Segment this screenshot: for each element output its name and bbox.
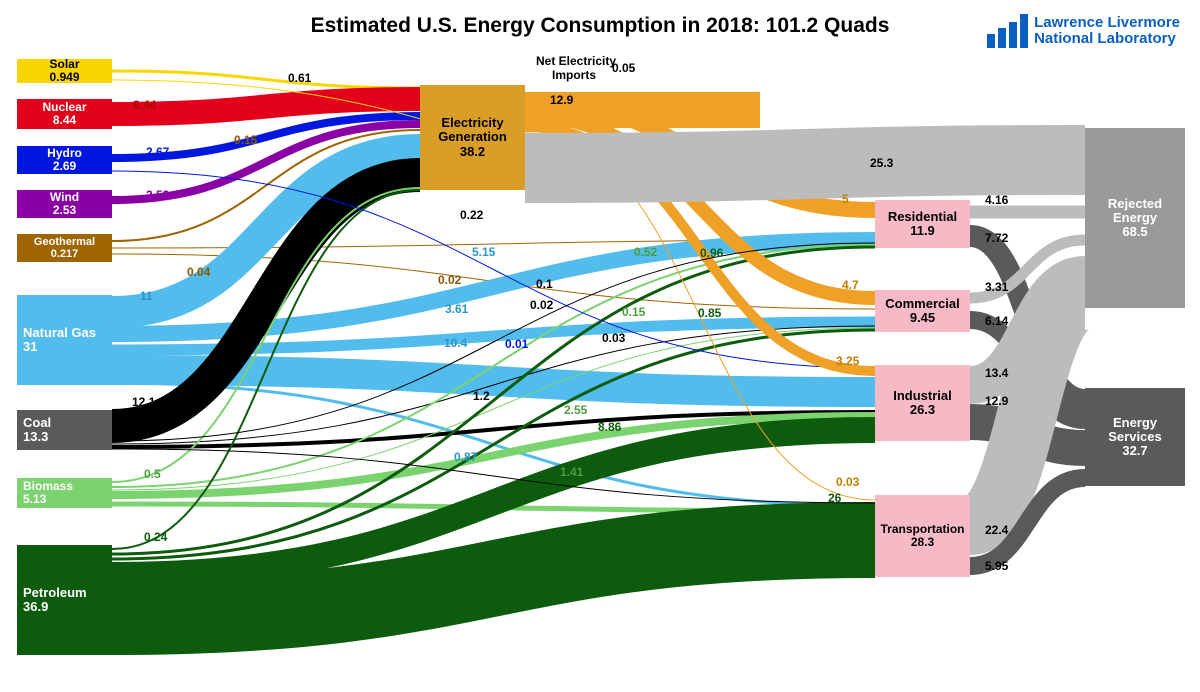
flow-label-elec-res: 5 [842, 192, 849, 206]
node-hydro: Hydro2.69 [17, 146, 112, 174]
flow-label-com-rej: 3.31 [985, 280, 1008, 294]
flow-label-com-svc: 6.14 [985, 314, 1008, 328]
flow-label-ind-rej: 13.4 [985, 366, 1008, 380]
flow-label-pet-com: 0.85 [698, 306, 721, 320]
node-rejected: Rejected Energy68.5 [1085, 128, 1185, 308]
flow-label-coal-res: 0.1 [536, 277, 553, 291]
net_imports_value: 0.05 [612, 61, 635, 75]
flow-label-ng-elec: 11 [140, 289, 153, 303]
flow-label-elec-rej: 25.3 [870, 156, 893, 170]
flow-label-nuclear-elec: 8.44 [133, 98, 156, 112]
flow-label-bio-elec: 0.5 [144, 467, 161, 481]
flow-label-geo-res: 0.02 [438, 273, 461, 287]
flow-label-elec-dist: 12.9 [550, 93, 573, 107]
node-transportation: Transportation28.3 [875, 495, 970, 577]
node-solar: Solar0.949 [17, 59, 112, 83]
node-industrial: Industrial26.3 [875, 365, 970, 441]
node-nuclear: Nuclear8.44 [17, 99, 112, 129]
flow-label-ng-res: 5.15 [472, 245, 495, 259]
flow-label-geo-com: 0.04 [187, 265, 210, 279]
flow-label-coal-elec: 12.1 [132, 395, 155, 409]
flow-label-res-svc: 7.72 [985, 231, 1008, 245]
flow-label-coal-ind: 1.2 [473, 389, 490, 403]
flow-label-elec-com: 4.7 [842, 278, 859, 292]
flow-label-elec-ind: 3.25 [836, 354, 859, 368]
node-wind: Wind2.53 [17, 190, 112, 218]
flow-links [0, 0, 1200, 692]
flow-label-trans-rej: 22.4 [985, 523, 1008, 537]
flow-label-pet-elec: 0.24 [144, 530, 167, 544]
flow-label-hydro-elec: 2.67 [146, 145, 169, 159]
node-services: Energy Services32.7 [1085, 388, 1185, 486]
node-naturalgas: Natural Gas31 [17, 295, 112, 385]
node-residential: Residential11.9 [875, 200, 970, 248]
flow-label-ng-ind: 10.4 [444, 336, 467, 350]
node-commercial: Commercial9.45 [875, 290, 970, 332]
flow-label-pet-res: 0.96 [700, 246, 723, 260]
flow-label-bio-com: 0.15 [622, 305, 645, 319]
flow-label-geo-elec: 0.15 [234, 133, 257, 147]
node-petroleum: Petroleum36.9 [17, 545, 112, 655]
sankey-root: Estimated U.S. Energy Consumption in 201… [0, 0, 1200, 692]
net_imports_label2: Imports [552, 68, 596, 82]
flow-label-ng-com: 3.61 [445, 302, 468, 316]
flow-label-ng-trans: 0.87 [454, 450, 477, 464]
flow-label-bio-ind: 2.55 [564, 403, 587, 417]
flow-label-bio-res: 0.52 [634, 245, 657, 259]
flow-label-trans-svc: 5.95 [985, 559, 1008, 573]
flow-label-res-rej: 4.16 [985, 193, 1008, 207]
flow-label-solar-res: 0.22 [460, 208, 483, 222]
flow-label-pet-trans: 26 [828, 491, 841, 505]
net_imports_label: Net Electricity [536, 54, 616, 68]
node-coal: Coal13.3 [17, 410, 112, 450]
flow-label-solar-elec: 0.61 [288, 71, 311, 85]
flow-solar-elec [112, 71, 420, 88]
flow-label-hydro-ind: 0.01 [505, 337, 528, 351]
flow-label-pet-ind: 8.86 [598, 420, 621, 434]
node-biomass: Biomass5.13 [17, 478, 112, 508]
flow-label-coal-com: 0.02 [530, 298, 553, 312]
node-geothermal: Geothermal0.217 [17, 234, 112, 262]
flow-label-bio-trans: 1.41 [560, 465, 583, 479]
flow-label-ind-svc: 12.9 [985, 394, 1008, 408]
flow-label-wind-elec: 2.53 [146, 188, 169, 202]
flow-label-elec-trans: 0.03 [836, 475, 859, 489]
flow-elec-rej [525, 160, 1085, 168]
node-elecgen: Electricity Generation38.2 [420, 85, 525, 190]
flow-label-coal-trans: 0.03 [602, 331, 625, 345]
